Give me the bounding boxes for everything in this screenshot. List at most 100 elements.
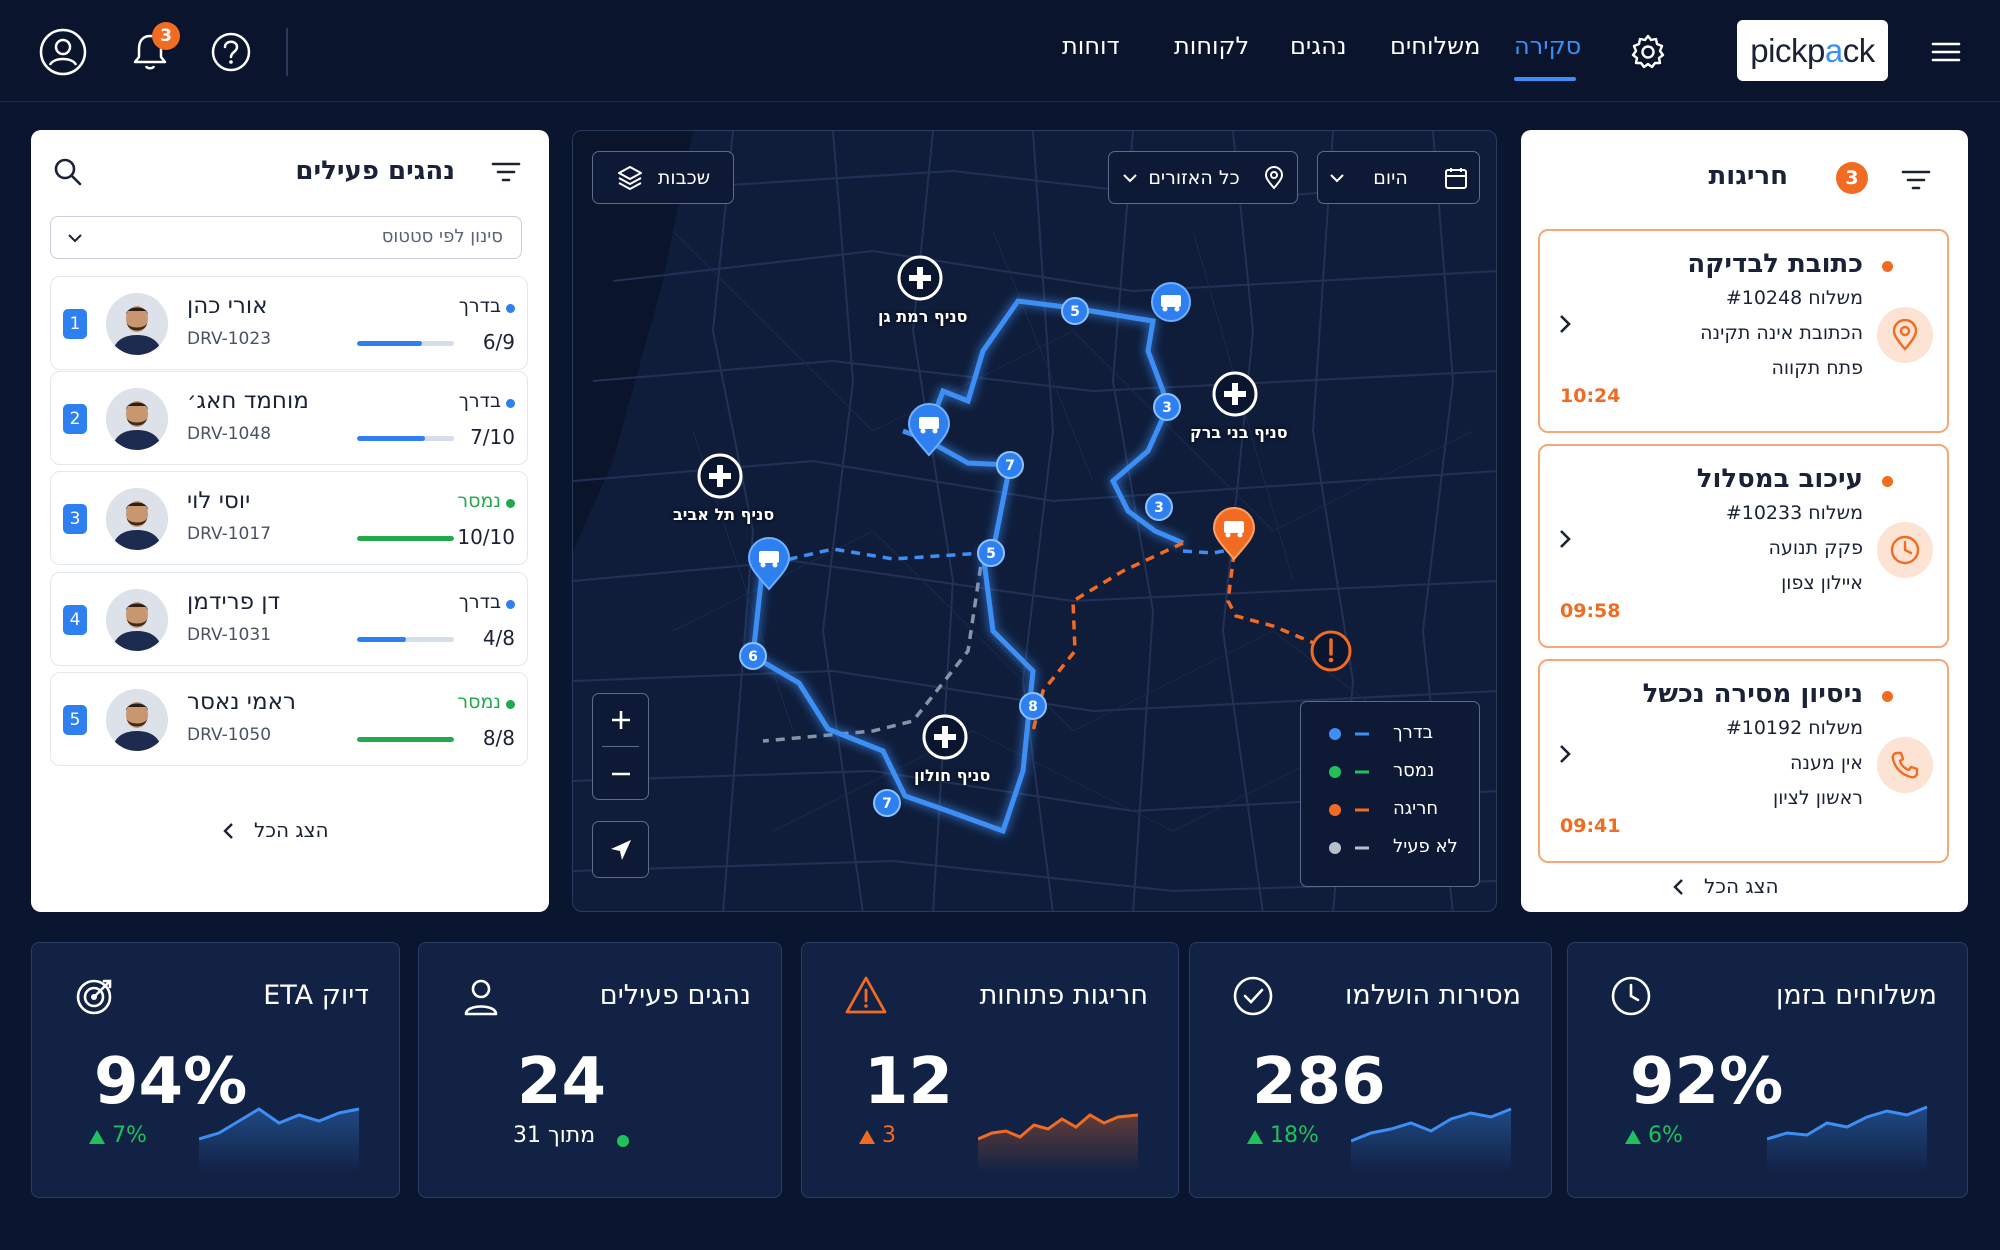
route-stop[interactable]: 7 — [873, 789, 901, 821]
stat-card[interactable]: נהגים פעילים 24 מתוך 31 — [418, 942, 782, 1198]
vehicle-marker-truck[interactable] — [907, 403, 951, 457]
warning-icon — [844, 975, 888, 1019]
avatar — [106, 388, 168, 450]
incident-card[interactable]: כתובת לבדיקה משלוח #10248 הכתובת אינה תק… — [1538, 229, 1949, 433]
drivers-search-icon[interactable] — [52, 156, 84, 192]
incident-card[interactable]: עיכוב במסלול משלוח #10233 פקק תנועה אייל… — [1538, 444, 1949, 648]
notifications-bell-icon[interactable]: 3 — [122, 22, 180, 80]
zoom-out-button[interactable] — [592, 747, 649, 800]
help-icon[interactable] — [203, 24, 259, 80]
driver-card[interactable]: 2 מוחמד חאג׳ DRV-1048 בדרך 7/10 — [50, 371, 528, 465]
stat-card[interactable]: חריגות פתוחות 12 3 — [801, 942, 1179, 1198]
incident-place: פתח תקווה — [1771, 357, 1863, 379]
top-bar: 3 דוחות לקוחות נהגים משלוחים סקירה pick p… — [0, 0, 2000, 102]
route-stop[interactable]: 5 — [977, 539, 1005, 571]
chevron-right-icon[interactable] — [1558, 743, 1572, 765]
locate-me-button[interactable] — [592, 821, 649, 878]
status-filter-placeholder: סינון לפי סטטוס — [381, 226, 503, 247]
sparkline — [978, 1113, 1139, 1173]
exception-alert-icon[interactable] — [1309, 629, 1353, 673]
route-stop[interactable]: 6 — [739, 642, 767, 674]
drivers-panel-title: נהגים פעילים — [295, 156, 455, 186]
driver-status: בדרך — [458, 390, 501, 412]
driver-name: ראמי נאסר — [187, 689, 296, 715]
route-stop[interactable]: 8 — [1019, 692, 1047, 724]
trend-up-icon — [1247, 1130, 1263, 1144]
stat-delta: 7% — [112, 1123, 147, 1148]
nav-customers[interactable]: לקוחות — [1174, 32, 1250, 60]
driver-name: מוחמד חאג׳ — [187, 388, 309, 414]
driver-card[interactable]: 4 דן פרידמן DRV-1031 בדרך 4/8 — [50, 572, 528, 666]
calendar-icon — [1444, 167, 1467, 189]
live-map[interactable]: שכבות כל האזורים היום בדרך נמסר חריגה לא… — [572, 130, 1497, 912]
incidents-count-badge: 3 — [1836, 162, 1868, 194]
stat-card[interactable]: משלוחים בזמן 92% 6% — [1567, 942, 1968, 1198]
sparkline — [1767, 1105, 1928, 1173]
regions-filter-dropdown[interactable]: כל האזורים — [1108, 151, 1298, 204]
delivery-progress-bar — [357, 737, 454, 742]
branch-label-holon: סניף חולון — [914, 766, 991, 785]
pickpack-logo[interactable]: pick p a ck — [1737, 20, 1888, 81]
driver-status: בדרך — [458, 295, 501, 317]
branch-label-bnei-brak: סניף בני ברק — [1190, 423, 1288, 442]
route-stop[interactable]: 5 — [1061, 297, 1089, 329]
legend-label-inactive: לא פעיל — [1393, 836, 1458, 857]
branch-marker-ramat-gan[interactable] — [896, 254, 944, 302]
chevron-down-icon — [68, 234, 82, 243]
notification-count-badge: 3 — [152, 22, 180, 50]
driver-card[interactable]: 1 אורי כהן DRV-1023 בדרך 6/9 — [50, 276, 528, 370]
delivery-count: 8/8 — [482, 726, 515, 750]
vehicle-marker-truck-2[interactable] — [1150, 281, 1192, 323]
map-layers-button[interactable]: שכבות — [592, 151, 734, 204]
drivers-filter-icon[interactable] — [490, 158, 522, 192]
driver-rank: 3 — [63, 504, 87, 534]
stat-card[interactable]: דיוק ETA 94% 7% — [31, 942, 400, 1198]
zoom-in-button[interactable] — [592, 693, 649, 746]
date-filter-label: היום — [1373, 166, 1408, 189]
layers-icon — [617, 165, 642, 190]
user-profile-icon[interactable] — [35, 24, 91, 80]
branch-marker-bnei-brak[interactable] — [1211, 370, 1259, 418]
delivery-count: 4/8 — [482, 626, 515, 650]
logo-text-c: a — [1824, 31, 1843, 69]
stat-card[interactable]: מסירות הושלמו 286 18% — [1189, 942, 1552, 1198]
chevron-right-icon[interactable] — [1558, 528, 1572, 550]
incidents-show-all-label: הצג הכל — [1704, 874, 1779, 898]
route-stop[interactable]: 3 — [1153, 393, 1181, 425]
delivery-count: 6/9 — [482, 330, 515, 354]
stat-delta: 6% — [1648, 1123, 1683, 1148]
nav-reports[interactable]: דוחות — [1062, 32, 1120, 60]
incident-card[interactable]: ניסיון מסירה נכשל משלוח #10192 אין מענה … — [1538, 659, 1949, 863]
date-filter-dropdown[interactable]: היום — [1317, 151, 1480, 204]
minus-icon — [611, 772, 630, 775]
incident-time: 09:41 — [1560, 815, 1621, 837]
chevron-right-icon[interactable] — [1558, 313, 1572, 335]
driver-card[interactable]: 3 יוסי לוי DRV-1017 נמסר 10/10 — [50, 471, 528, 565]
delivery-count: 10/10 — [457, 525, 515, 549]
nav-drivers[interactable]: נהגים — [1290, 32, 1347, 60]
legend-label-exception: חריגה — [1393, 798, 1439, 819]
incidents-filter-icon[interactable] — [1900, 166, 1932, 200]
driver-card[interactable]: 5 ראמי נאסר DRV-1050 נמסר 8/8 — [50, 672, 528, 766]
avatar — [106, 293, 168, 355]
vehicle-marker-exception[interactable] — [1212, 507, 1256, 561]
settings-gear-icon[interactable] — [1620, 24, 1676, 80]
zoom-divider — [602, 746, 639, 747]
incident-reason: אין מענה — [1790, 752, 1863, 774]
user-icon — [461, 975, 501, 1021]
stat-title: חריגות פתוחות — [979, 980, 1148, 1011]
status-filter-dropdown[interactable]: סינון לפי סטטוס — [50, 216, 522, 259]
nav-active-underline — [1514, 77, 1576, 81]
stat-delta: 18% — [1270, 1123, 1319, 1148]
branch-marker-tel-aviv[interactable] — [696, 452, 744, 500]
route-stop[interactable]: 3 — [1145, 493, 1173, 525]
sparkline — [1351, 1107, 1512, 1173]
branch-marker-holon[interactable] — [921, 713, 969, 761]
route-stop[interactable]: 7 — [996, 451, 1024, 483]
hamburger-menu-icon[interactable] — [1918, 24, 1974, 80]
nav-shipments[interactable]: משלוחים — [1390, 32, 1481, 60]
nav-overview[interactable]: סקירה — [1514, 32, 1582, 60]
vehicle-marker-van[interactable] — [747, 537, 791, 591]
svg-text:5: 5 — [986, 546, 996, 562]
regions-filter-label: כל האזורים — [1148, 166, 1240, 189]
